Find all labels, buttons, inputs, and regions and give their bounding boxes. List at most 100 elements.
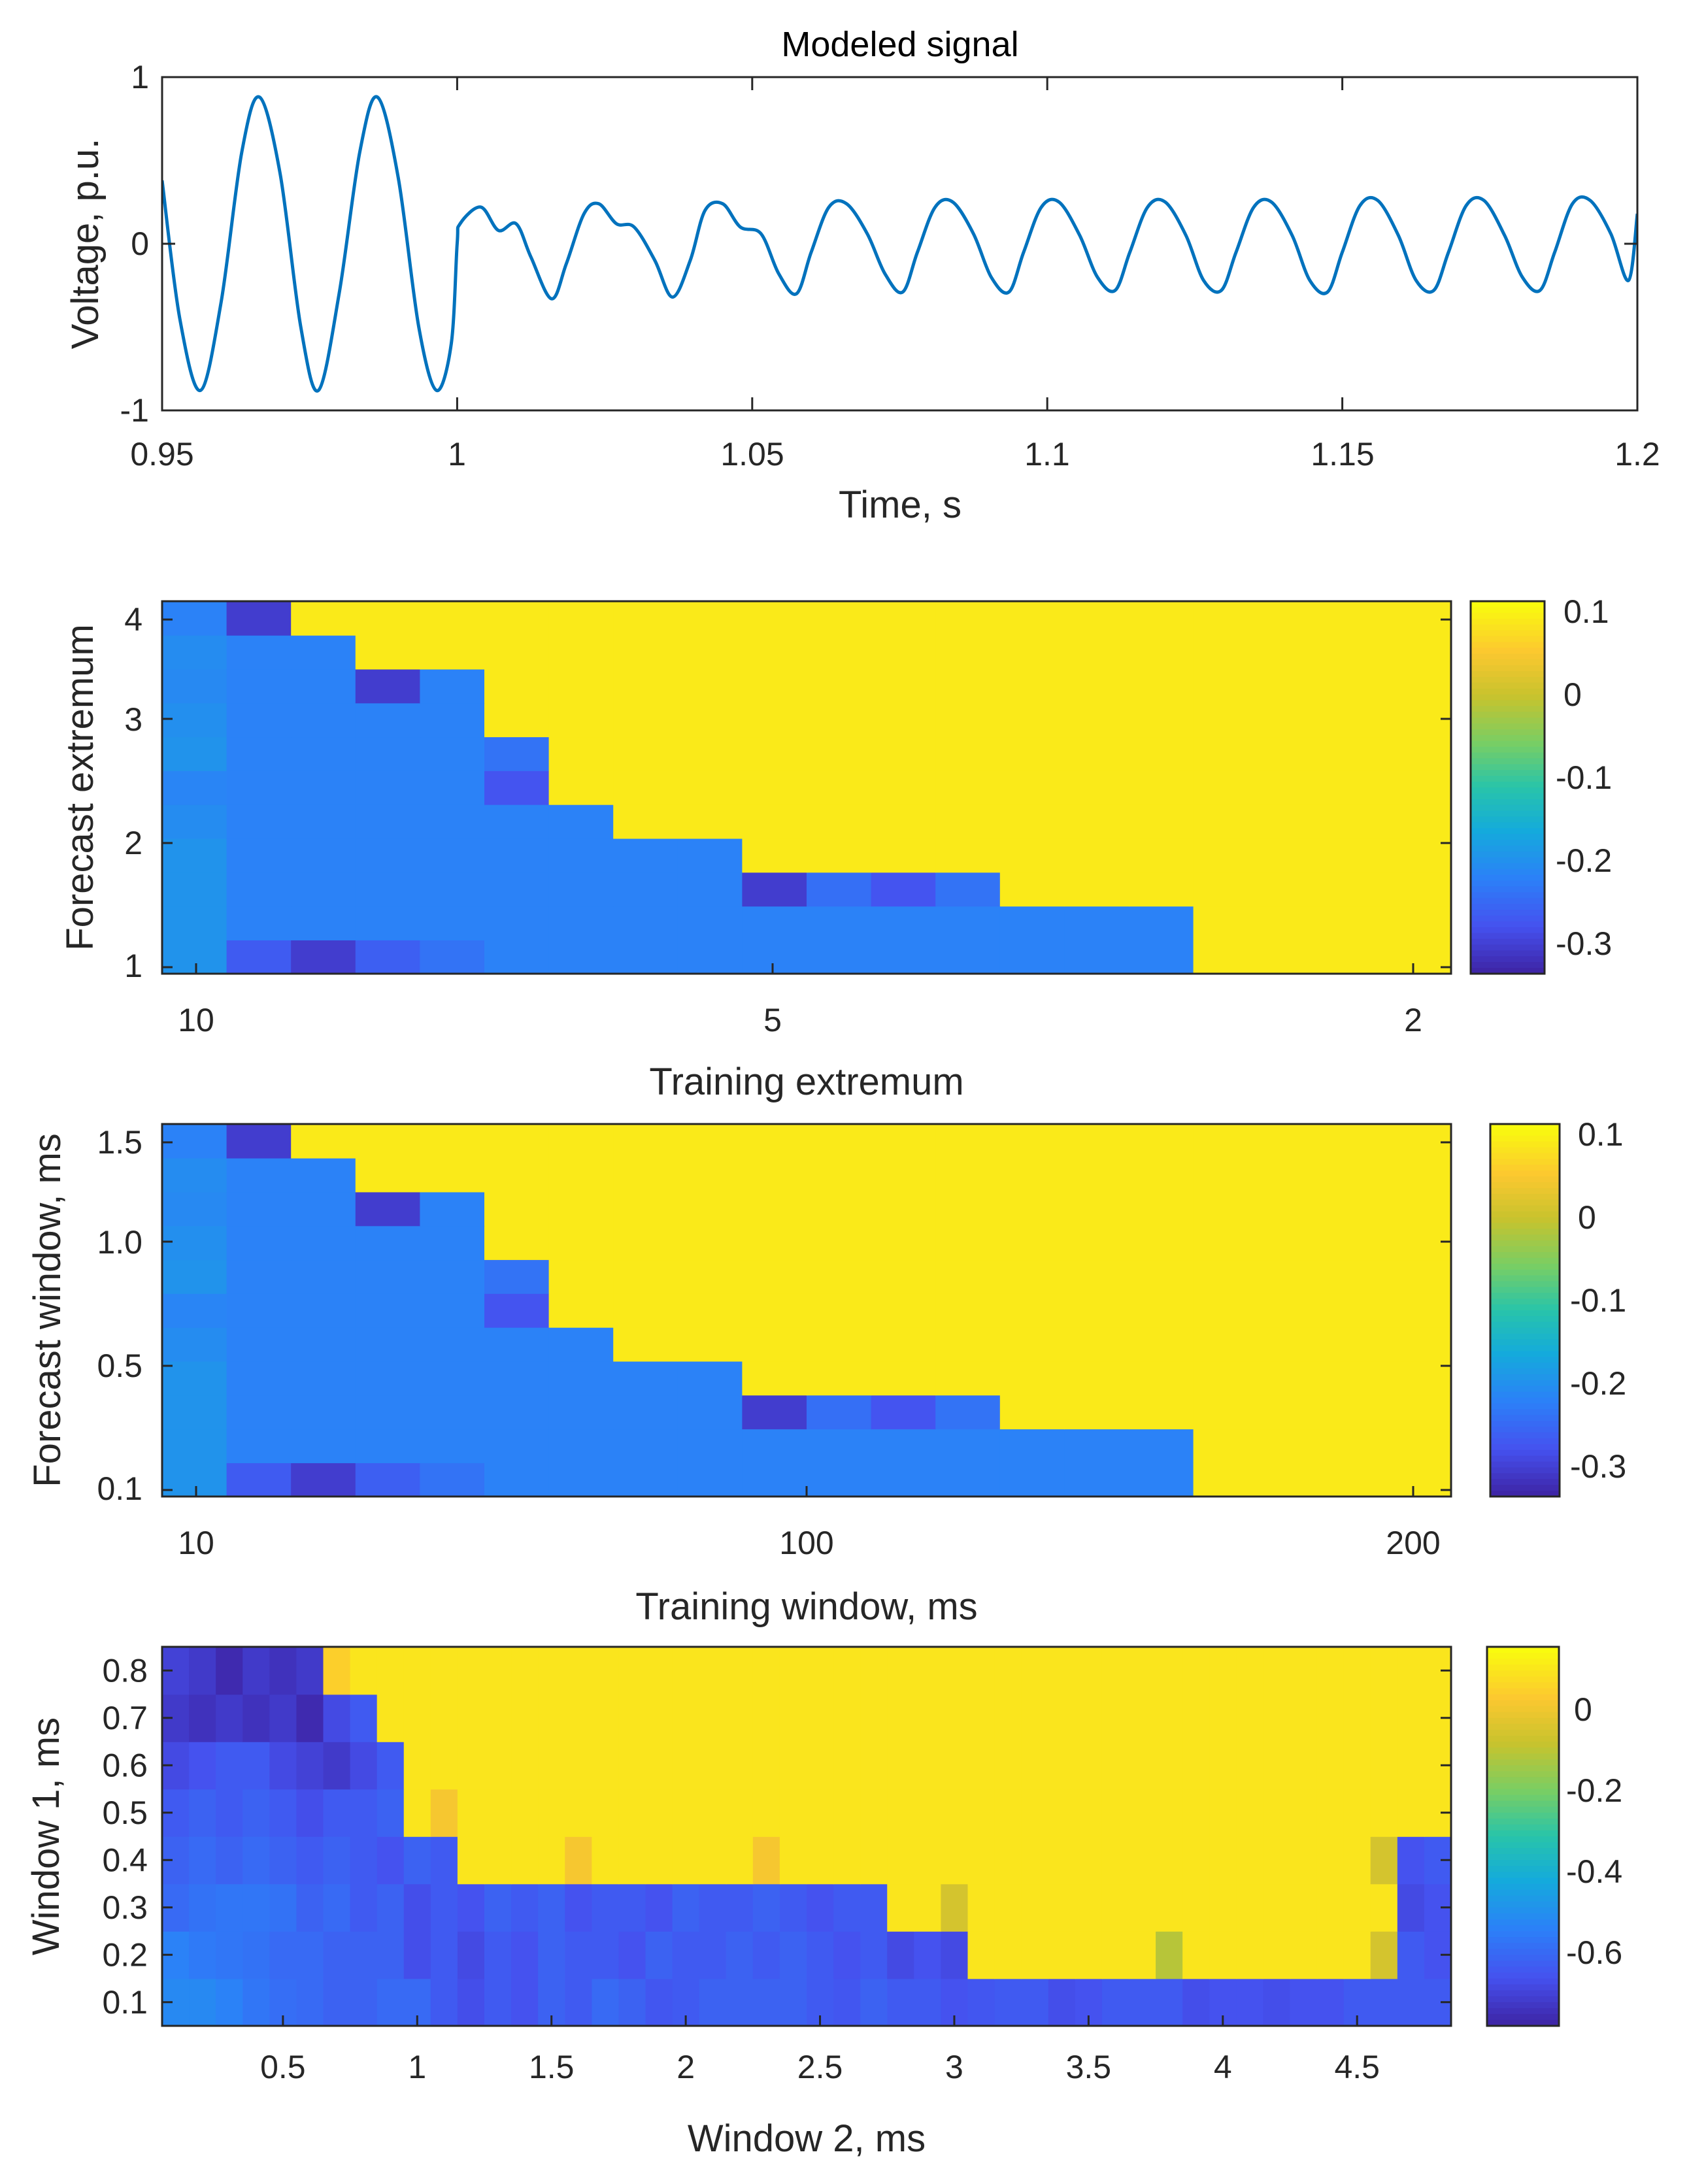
heatmap-cell	[376, 1742, 405, 1790]
colorbar-swatch	[1487, 1895, 1559, 1902]
heatmap-cell	[1101, 1789, 1129, 1837]
heatmap-cell	[216, 1836, 244, 1885]
colorbar-swatch	[1471, 869, 1545, 876]
cb1-tick: 0	[1564, 676, 1582, 713]
heatmap-cell	[548, 1191, 614, 1227]
heatmap-cell	[1182, 1789, 1211, 1837]
heatmap-cell	[1370, 1931, 1398, 1979]
heatmap-cell	[613, 906, 678, 940]
heatmap-cell	[484, 1157, 550, 1193]
signal-xtick: 1.2	[1614, 436, 1660, 472]
heatmap-cell	[935, 669, 1001, 704]
heatmap-cell	[350, 1883, 378, 1932]
heatmap-cell	[1290, 1978, 1318, 2027]
colorbar-swatch	[1471, 921, 1545, 928]
heatmap-cell	[420, 1463, 485, 1497]
heatmap-cell	[226, 736, 292, 771]
colorbar-swatch	[1490, 1432, 1560, 1439]
heatmap-cell	[779, 1742, 807, 1790]
heatmap-cell	[1021, 1883, 1049, 1932]
heatmap-cell	[752, 1742, 780, 1790]
colorbar-swatch	[1490, 1467, 1560, 1474]
heatmap-cell	[871, 940, 936, 974]
heatmap-cell	[935, 1157, 1001, 1193]
heatmap-cell	[1129, 1124, 1194, 1159]
heatmap-cell	[1064, 1429, 1129, 1463]
heatmap-cell	[807, 838, 872, 873]
heatmap-cell	[291, 703, 356, 738]
colorbar-swatch	[1490, 1415, 1560, 1422]
heatmap-cell	[914, 1742, 942, 1790]
heatmap-cell	[511, 1694, 539, 1742]
colorbar-swatch	[1487, 1949, 1559, 1956]
heatmap-cell	[1258, 1361, 1323, 1396]
heatmap-cell	[350, 1836, 378, 1885]
heatmap-cell	[420, 736, 485, 771]
heatmap-cell	[699, 1694, 727, 1742]
heatmap-window12-panel: 0.5 1 1.5 2 2.5 3 3.5 4 4.5 0.10.20.30.40.50.60.…	[25, 1646, 1622, 2160]
signal-x-axis: 0.95 1 1.05 1.1 1.15 1.2	[130, 436, 1660, 472]
heatmap-cell	[1397, 1836, 1425, 1885]
heatmap-cell	[1193, 1157, 1258, 1193]
heatmap-cell	[1156, 1978, 1183, 2027]
cb3-tick: -0.2	[1566, 1772, 1622, 1809]
heatmap-cell	[296, 1694, 324, 1742]
heatmap-cell	[999, 872, 1065, 907]
colorbar-swatch	[1487, 1712, 1559, 1719]
heatmap-cell	[1322, 1225, 1388, 1261]
heatmap-cell	[189, 1742, 216, 1790]
heatmap-cell	[914, 1978, 942, 2027]
heatmap-cell	[511, 1647, 539, 1695]
heatmap-cell	[613, 1395, 678, 1430]
heatmap-cell	[291, 1225, 356, 1261]
colorbar-swatch	[1490, 1147, 1560, 1154]
colorbar-swatch	[1487, 1729, 1559, 1736]
heatmap-cell	[677, 601, 743, 636]
heatmap-cell	[538, 1836, 566, 1885]
signal-series-line	[162, 95, 1637, 393]
heatmap-cell	[484, 1978, 512, 2027]
heatmap-cell	[999, 838, 1065, 873]
heatmap-cell	[548, 1157, 614, 1193]
heatmap-cell	[226, 1463, 292, 1497]
heatmap-cell	[1193, 669, 1258, 704]
heatmap-cell	[935, 635, 1001, 670]
heatmap-cell	[935, 1293, 1001, 1328]
heatmap-cell	[420, 906, 485, 940]
heatmap-cell	[742, 1259, 807, 1294]
colorbar-swatch	[1487, 1913, 1559, 1920]
heatmap-cell	[999, 1327, 1065, 1362]
heatmap-cell	[871, 1191, 936, 1227]
colorbar-swatch	[1487, 2013, 1559, 2021]
heatmap-cell	[216, 1978, 244, 2027]
heatmap-cell	[1182, 1978, 1211, 2027]
heatmap-cell	[592, 1978, 620, 2027]
heatmap-cell	[1064, 669, 1129, 704]
heatmap-cell	[1236, 1742, 1264, 1790]
colorbar-swatch	[1471, 892, 1545, 899]
heatmap-cell	[1101, 1647, 1129, 1695]
heatmap-cell	[887, 1883, 915, 1932]
heatmap-cell	[1370, 1836, 1398, 1885]
heatmap-cell	[291, 736, 356, 771]
colorbar-swatch	[1490, 1357, 1560, 1364]
heatmap-cell	[752, 1931, 780, 1979]
heatmap-cell	[484, 1225, 550, 1261]
heatmap-cell	[189, 1836, 216, 1885]
heatmap-cell	[1193, 1293, 1258, 1328]
colorbar-swatch	[1471, 816, 1545, 823]
colorbar-swatch	[1490, 1170, 1560, 1178]
heatmap-cell	[565, 1883, 593, 1932]
colorbar-swatch	[1490, 1165, 1560, 1172]
heatmap-cell	[291, 635, 356, 670]
heatmap-cell	[613, 872, 678, 907]
cb2-tick: 0	[1578, 1199, 1596, 1236]
heatmap-cell	[1258, 770, 1323, 805]
heatmap-cell	[677, 1463, 743, 1497]
heatmap-cell	[457, 1789, 485, 1837]
heatmap-cell	[807, 601, 872, 636]
heatmap-cell	[1386, 1124, 1452, 1159]
heatmap-cell	[484, 770, 550, 805]
heatmap-cell	[1343, 1694, 1371, 1742]
cb3-tick: -0.4	[1566, 1853, 1622, 1890]
